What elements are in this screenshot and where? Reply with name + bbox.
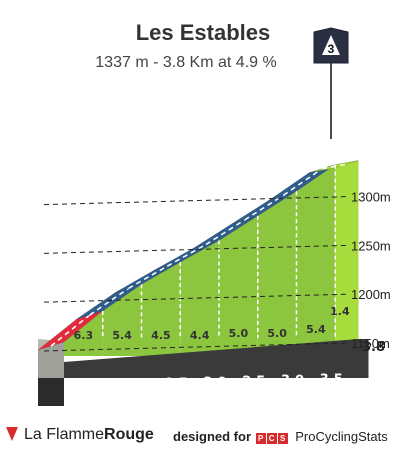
km-band xyxy=(64,339,369,378)
segment-grade-label: 4.4 xyxy=(190,329,210,342)
segment-grade-label: 5.4 xyxy=(112,329,132,342)
km-band-side xyxy=(38,378,64,406)
climb-title: Les Estables xyxy=(136,20,271,45)
road-centre-line xyxy=(166,243,207,267)
km-tick-label: 3.5 xyxy=(320,373,343,388)
segment-fill xyxy=(64,310,103,356)
segment-grade-label: 1.4 xyxy=(330,305,350,318)
road-centre-line xyxy=(322,163,346,170)
road-ribbon xyxy=(270,164,336,200)
pcs-box-p: P xyxy=(255,433,266,444)
km-tick-label: 3.0 xyxy=(281,374,304,389)
segment-grade-label: 5.4 xyxy=(306,323,326,336)
road-centre-line xyxy=(128,265,168,289)
profile-area xyxy=(37,160,369,406)
elevation-tick-label: 1250m xyxy=(351,238,391,253)
elevation-gridline xyxy=(43,293,349,303)
km-tick-label: 0.5 xyxy=(87,378,110,393)
segment-fill xyxy=(141,262,181,356)
road-centre-line xyxy=(89,287,129,316)
segment-grade-label: 6.3 xyxy=(74,329,94,342)
segment-fill xyxy=(219,215,258,356)
segment-fill xyxy=(257,191,297,356)
pcs-box-s: S xyxy=(277,433,288,444)
road-centre-line xyxy=(244,194,284,221)
elevation-tick-label: 1150m xyxy=(351,336,390,351)
km-tick-label: 1.5 xyxy=(165,376,188,391)
end-km-label: 3.8 xyxy=(362,340,385,355)
segment-fill xyxy=(296,164,336,356)
elevation-tick-label: 1200m xyxy=(351,287,391,302)
la-flamme-rouge-logo: La FlammeRouge xyxy=(6,426,154,444)
segment-grade-label: 5.0 xyxy=(267,327,287,340)
category-triangle-icon xyxy=(322,35,340,55)
road-centre-line xyxy=(205,219,246,246)
segment-grade-label: 4.5 xyxy=(151,329,171,342)
profile-labels: 1150m 1200m 1250m 1300m 6.3 5.4 4.5 4.4 5.0 5.0 5.… xyxy=(74,190,391,394)
elevation-gridline xyxy=(43,196,349,206)
flame-flag-icon xyxy=(6,427,18,441)
climb-profile-chart: Les Estables 1337 m - 3.8 Km at 4.9 % 3 … xyxy=(37,20,391,406)
segment-fill xyxy=(335,160,359,356)
road-centre-line xyxy=(283,167,323,196)
km-tick-label: 2.5 xyxy=(242,375,265,390)
climb-summary: 1337 m - 3.8 Km at 4.9 % xyxy=(95,54,276,71)
elevation-grid xyxy=(43,164,349,352)
elevation-gridline xyxy=(43,244,349,254)
procyclingstats-name: ProCyclingStats xyxy=(295,429,388,444)
km-tick-label: 1.0 xyxy=(126,377,149,392)
segment-grade-label: 5.0 xyxy=(229,327,249,340)
elevation-gridline xyxy=(43,342,349,352)
category-number: 3 xyxy=(328,42,335,56)
segment-fill xyxy=(102,284,142,356)
elevation-tick-label: 1300m xyxy=(351,190,391,205)
km-tick-label: 2.0 xyxy=(203,375,226,390)
pcs-box-c: C xyxy=(266,433,277,444)
